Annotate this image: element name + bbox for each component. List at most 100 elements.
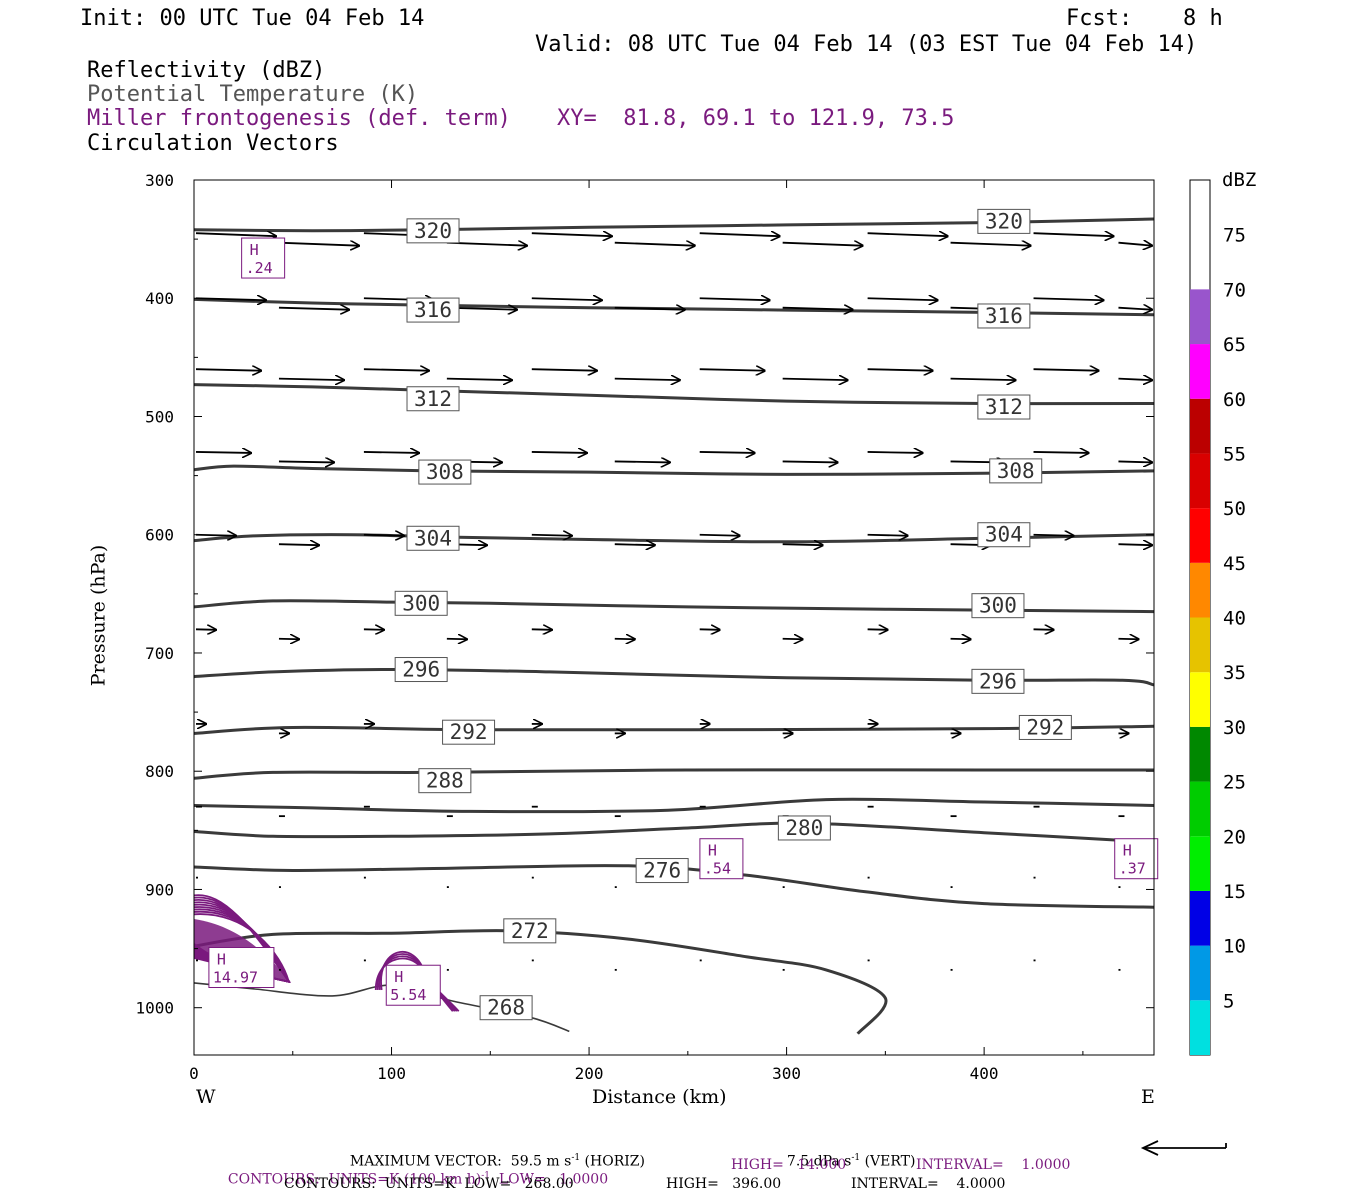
y-tick-label: 700 [145, 644, 174, 663]
circulation-vector [867, 369, 933, 371]
frontogenesis-max-box [385, 964, 441, 1006]
circulation-vector [614, 461, 670, 462]
circulation-vector [278, 308, 349, 310]
colorbar-unit: dBZ [1222, 169, 1257, 191]
circulation-vector [531, 298, 602, 300]
theta-label-316: 316 [406, 297, 460, 323]
theta-label-text: 304 [985, 523, 1023, 547]
circulation-vector [531, 535, 572, 536]
theta-contour-288 [193, 768, 1154, 780]
theta-label-box [977, 394, 1031, 420]
theta-label-box [406, 386, 460, 412]
colorbar-label: 20 [1223, 826, 1246, 848]
x-axis-west-label: W [196, 1086, 216, 1108]
circulation-vector [614, 639, 635, 640]
theta-label-312: 312 [977, 394, 1031, 420]
colorbar-label: 75 [1223, 225, 1246, 247]
frontogenesis-max: H14.97 [208, 947, 275, 988]
theta-label-320: 320 [406, 218, 460, 244]
theta-label-312: 312 [406, 386, 460, 412]
theta-label-box [418, 768, 472, 794]
theta-label-308: 308 [418, 459, 472, 485]
circulation-vector [446, 639, 467, 640]
theta-label-box [977, 208, 1031, 234]
frontogenesis-max-value: 14.97 [213, 969, 258, 987]
theta-label-300: 300 [971, 593, 1025, 619]
legend-theta: Potential Temperature (K) [87, 82, 419, 107]
forecast-hour: 8 h [1183, 6, 1223, 31]
circulation-vector [195, 535, 236, 536]
x-tick-label: 100 [377, 1064, 406, 1083]
theta-label-308: 308 [989, 458, 1043, 484]
theta-label-text: 312 [414, 387, 452, 411]
theta-label-text: 276 [643, 859, 681, 883]
theta-label-box [406, 297, 460, 323]
frontogenesis-max-value: .24 [246, 259, 273, 277]
circulation-vector [1118, 639, 1138, 640]
legend-vectors: Circulation Vectors [87, 131, 339, 156]
theta-label-box [406, 525, 460, 551]
theta-label-box [971, 668, 1025, 694]
colorbar-segment [1190, 781, 1210, 837]
theta-label-text: 308 [426, 460, 464, 484]
theta-label-292: 292 [1018, 714, 1072, 740]
colorbar-label: 65 [1223, 334, 1246, 356]
circulation-vector [1118, 461, 1152, 462]
colorbar-label: 60 [1223, 389, 1246, 411]
theta-label-text: 304 [414, 526, 452, 550]
circulation-vector [867, 535, 908, 536]
circulation-vector [195, 452, 251, 453]
theta-label-280: 280 [777, 815, 831, 841]
circulation-vector [195, 369, 261, 371]
theta-contour-292 [193, 724, 1155, 735]
theta-label-box [479, 995, 533, 1021]
circulation-vector [867, 452, 923, 453]
frontogenesis-max-symbol: H [250, 241, 259, 259]
forecast-label: Fcst: [1066, 6, 1133, 31]
circulation-vector [614, 243, 695, 246]
circulation-vector [782, 308, 853, 310]
theta-contour-308 [193, 464, 1155, 476]
circulation-vector [363, 369, 429, 371]
frontogenesis-max-box [241, 237, 286, 279]
theta-label-272: 272 [503, 918, 557, 944]
y-tick-label: 800 [145, 762, 174, 781]
colorbar-segment [1190, 289, 1210, 345]
theta-label-box [1018, 714, 1072, 740]
colorbar-label: 40 [1223, 608, 1246, 630]
footer-max-vector: MAXIMUM VECTOR: 59.5 m s-1 (HORIZ) [349, 1153, 645, 1170]
footer-fronto-interval: INTERVAL= 1.0000 [916, 1157, 1071, 1173]
colorbar-label: 50 [1223, 498, 1246, 520]
circulation-vector [867, 233, 948, 236]
footer-theta-interval: INTERVAL= 4.0000 [851, 1176, 1006, 1192]
x-tick-label: 400 [970, 1064, 999, 1083]
y-axis-title: Pressure (hPa) [87, 544, 110, 687]
circulation-vector [278, 379, 344, 381]
colorbar-segment [1190, 672, 1210, 727]
colorbar-label: 70 [1223, 279, 1246, 301]
reference-vector [1140, 1140, 1227, 1156]
theta-label-box [394, 590, 448, 616]
circulation-vector [531, 629, 552, 630]
circulation-vector [614, 544, 655, 545]
y-tick-label: 300 [145, 171, 174, 190]
circulation-vector [782, 243, 863, 246]
colorbar-segment [1190, 726, 1210, 782]
circulation-vector [699, 369, 765, 371]
circulation-vector [699, 535, 740, 536]
x-axis-title: Distance (km) [592, 1086, 727, 1108]
circulation-vector [699, 629, 720, 630]
y-tick-label: 500 [145, 407, 174, 426]
frontogenesis-max-box [1114, 838, 1159, 880]
circulation-vector [363, 452, 419, 453]
theta-label-box [406, 218, 460, 244]
circulation-vector [278, 461, 334, 462]
circulation-vector [699, 298, 770, 300]
colorbar-label: 15 [1223, 881, 1246, 903]
footer-theta-contours: CONTOURS: UNITS=K LOW= 268.00 [284, 1176, 574, 1192]
theta-label-296: 296 [971, 668, 1025, 694]
circulation-vector [1033, 629, 1054, 630]
frontogenesis-max-symbol: H [708, 842, 717, 860]
theta-label-box [635, 858, 689, 884]
theta-label-box [977, 303, 1031, 329]
